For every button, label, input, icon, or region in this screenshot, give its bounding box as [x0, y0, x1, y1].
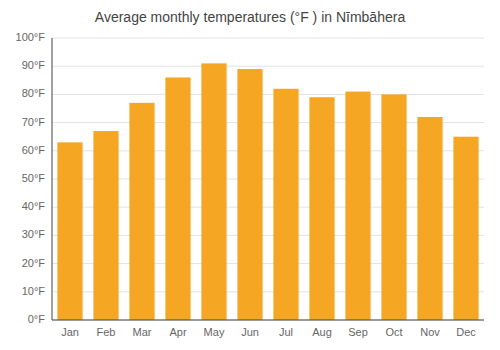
chart: 0°F 10°F 20°F 30°F 40°F 50°F 60°F 70°F 80°F 90°F 1… [0, 0, 500, 350]
x-tick-label: Apr [169, 326, 186, 338]
title: Average monthly temperatures (°F ) in Nī… [95, 9, 406, 25]
x-tick-label: Jan [61, 326, 79, 338]
bar [93, 131, 118, 320]
grid-line [52, 94, 484, 95]
bar [273, 89, 298, 320]
bar [417, 117, 442, 320]
chart-container: 0°F 10°F 20°F 30°F 40°F 50°F 60°F 70°F 80°F 90°F 1… [0, 0, 500, 350]
bar [309, 97, 334, 320]
grid-line [52, 38, 484, 39]
y-tick-label: 40°F [22, 200, 46, 212]
x-tick-label: Nov [420, 326, 440, 338]
y-ticks: 0°F 10°F 20°F 30°F 40°F 50°F 60°F 70°F 80°F 90°F 1… [16, 31, 46, 325]
y-tick-label: 0°F [28, 313, 46, 325]
x-tick-label: Mar [133, 326, 152, 338]
bars [57, 63, 478, 320]
bar [201, 63, 226, 320]
y-tick-label: 50°F [22, 172, 46, 184]
bar [165, 77, 190, 320]
y-tick-label: 10°F [22, 285, 46, 297]
y-axis-line [52, 38, 53, 320]
grid [52, 38, 484, 320]
y-tick-label: 90°F [22, 59, 46, 71]
bar [129, 103, 154, 320]
y-tick-label: 70°F [22, 116, 46, 128]
bar [57, 142, 82, 320]
bar [237, 69, 262, 320]
grid-line [52, 320, 484, 321]
x-tick-label: Oct [385, 326, 402, 338]
x-tick-label: Jun [241, 326, 259, 338]
x-tick-label: Aug [312, 326, 332, 338]
y-tick-label: 30°F [22, 228, 46, 240]
background [0, 0, 500, 350]
grid-line [52, 66, 484, 67]
x-tick-label: Jul [279, 326, 293, 338]
x-ticks: Jan Feb Mar Apr May Jun Jul Aug Sep Oct Nov Dec [61, 326, 476, 338]
x-tick-label: Feb [97, 326, 116, 338]
x-tick-label: Dec [456, 326, 476, 338]
x-tick-label: May [204, 326, 225, 338]
y-tick-label: 20°F [22, 257, 46, 269]
bar [345, 92, 370, 320]
x-tick-label: Sep [348, 326, 368, 338]
x-axis-line [52, 320, 484, 321]
y-tick-label: 60°F [22, 144, 46, 156]
y-tick-label: 80°F [22, 87, 46, 99]
bar [381, 94, 406, 320]
y-tick-label: 100°F [16, 31, 46, 43]
bar [453, 137, 478, 320]
